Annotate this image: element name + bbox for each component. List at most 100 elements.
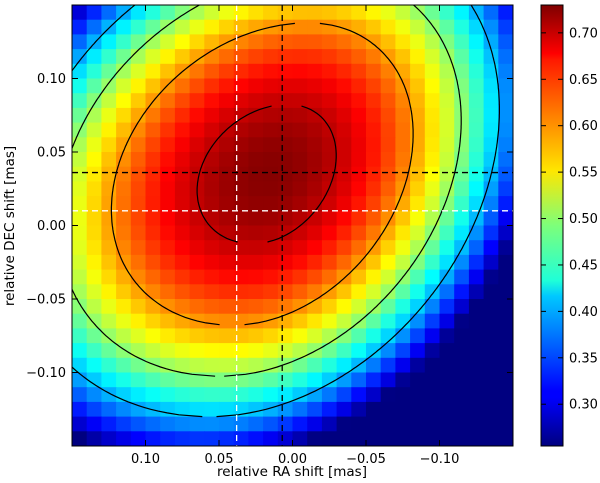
heatmap-cell (233, 181, 249, 197)
heatmap-cell (468, 166, 485, 182)
heatmap-cell (116, 34, 132, 50)
heatmap-cell (307, 93, 323, 109)
heatmap-cell (395, 152, 411, 168)
heatmap-cell (321, 225, 338, 241)
heatmap-cell (321, 107, 338, 124)
heatmap-cell (498, 210, 513, 227)
heatmap-cell (424, 196, 441, 212)
heatmap-cell (468, 63, 485, 80)
heatmap-cell (204, 78, 220, 94)
heatmap-cell (468, 152, 485, 168)
heatmap-cell (336, 240, 352, 256)
heatmap-cell (72, 196, 88, 212)
heatmap-cell (454, 196, 470, 212)
heatmap-cell (498, 387, 513, 403)
heatmap-cell (174, 210, 191, 227)
heatmap-cell (174, 137, 191, 153)
heatmap-cell (204, 107, 220, 124)
heatmap-cell (219, 269, 235, 285)
heatmap-cell (72, 328, 88, 344)
heatmap-cell (336, 152, 352, 168)
heatmap-cell (160, 34, 176, 50)
heatmap-cell (263, 166, 279, 182)
heatmap-cell (72, 387, 88, 403)
heatmap-cell (145, 19, 161, 35)
marker-lines (72, 5, 513, 446)
heatmap-cell (366, 196, 382, 212)
heatmap-cell (130, 299, 147, 315)
heatmap-cell (321, 137, 338, 153)
heatmap-cell (424, 166, 441, 182)
heatmap-cell (86, 210, 102, 227)
heatmap-cell (204, 240, 220, 256)
heatmap-cell (336, 122, 352, 138)
heatmap-cell (380, 166, 396, 182)
heatmap-cell (189, 269, 205, 285)
heatmap-cell (233, 19, 249, 35)
heatmap-cell (410, 166, 426, 182)
heatmap-cell (321, 19, 338, 35)
heatmap-cell (321, 328, 338, 344)
heatmap-cell (351, 34, 367, 50)
heatmap-cell (219, 5, 235, 21)
heatmap-cell (380, 387, 396, 403)
heatmap-cell (277, 122, 294, 138)
heatmap-cell (174, 107, 191, 124)
heatmap-cell (321, 196, 338, 212)
heatmap-cell (292, 122, 308, 138)
heatmap-cell (219, 181, 235, 197)
colorbar-tick-label: 0.70 (569, 26, 598, 41)
heatmap-cell (145, 152, 161, 168)
heatmap-cell (380, 93, 396, 109)
heatmap-cell (439, 416, 455, 432)
heatmap-cell (468, 269, 485, 285)
heatmap-cell (454, 93, 470, 109)
heatmap-cell (86, 63, 102, 80)
heatmap-cell (454, 299, 470, 315)
heatmap-cell (174, 343, 191, 359)
heatmap-cell (160, 313, 176, 329)
heatmap-cell (101, 107, 117, 124)
heatmap-cell (130, 269, 147, 285)
heatmap-cell (72, 313, 88, 329)
heatmap-cell (483, 5, 499, 21)
heatmap-cell (72, 5, 88, 21)
heatmap-cell (498, 78, 513, 94)
heatmap-cell (204, 372, 220, 388)
heatmap-cell (307, 372, 323, 388)
heatmap-cell (145, 240, 161, 256)
heatmap-cell (307, 196, 323, 212)
heatmap-cell (410, 284, 426, 300)
heatmap-cell (263, 343, 279, 359)
heatmap-cell (233, 152, 249, 168)
heatmap-cell (366, 181, 382, 197)
heatmap-cell (86, 299, 102, 315)
heatmap-cell (130, 254, 147, 271)
heatmap-cell (130, 343, 147, 359)
heatmap-cell (219, 284, 235, 300)
heatmap (72, 5, 513, 446)
heatmap-cell (86, 225, 102, 241)
heatmap-cell (160, 299, 176, 315)
heatmap-cell (468, 343, 485, 359)
y-tick-label: 0.05 (37, 146, 66, 161)
heatmap-cell (219, 210, 235, 227)
heatmap-cell (130, 387, 147, 403)
heatmap-cell (189, 63, 205, 80)
heatmap-cell (380, 431, 396, 446)
heatmap-cell (498, 19, 513, 35)
heatmap-cell (145, 78, 161, 94)
heatmap-cell (380, 372, 396, 388)
heatmap-cell (454, 225, 470, 241)
heatmap-cell (116, 357, 132, 374)
heatmap-cell (116, 254, 132, 271)
heatmap-cell (410, 416, 426, 432)
heatmap-cell (292, 93, 308, 109)
heatmap-cell (277, 401, 294, 418)
heatmap-cell (174, 357, 191, 374)
heatmap-cell (145, 137, 161, 153)
heatmap-cell (424, 152, 441, 168)
heatmap-cell (380, 416, 396, 432)
heatmap-cell (233, 63, 249, 80)
heatmap-cell (366, 34, 382, 50)
